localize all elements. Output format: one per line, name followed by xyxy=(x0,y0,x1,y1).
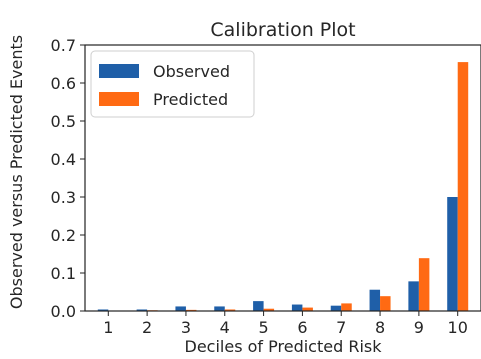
legend-swatch-predicted xyxy=(99,92,139,106)
x-tick-label: 10 xyxy=(448,318,468,337)
y-tick-label: 0.7 xyxy=(51,36,76,55)
y-tick-label: 0.1 xyxy=(51,264,76,283)
bar-observed-3 xyxy=(175,306,186,311)
bar-observed-10 xyxy=(447,197,458,311)
bar-observed-2 xyxy=(136,309,148,311)
x-tick-label: 1 xyxy=(103,318,113,337)
bar-predicted-10 xyxy=(457,62,469,311)
y-tick-label: 0.5 xyxy=(51,112,76,131)
bar-observed-4 xyxy=(214,306,225,311)
bar-predicted-7 xyxy=(341,303,352,311)
legend: Observed Predicted xyxy=(90,50,255,118)
bar-observed-8 xyxy=(369,289,381,311)
bar-predicted-6 xyxy=(302,307,313,311)
bar-observed-5 xyxy=(253,301,264,311)
x-axis-title: Deciles of Predicted Risk xyxy=(185,337,383,356)
x-tick-label: 8 xyxy=(375,318,385,337)
x-tick-label: 7 xyxy=(336,318,346,337)
x-tick-label: 9 xyxy=(414,318,424,337)
y-tick-label: 0.2 xyxy=(51,226,76,245)
bar-observed-6 xyxy=(291,304,303,311)
x-tick-label: 6 xyxy=(297,318,307,337)
bar-predicted-4 xyxy=(224,309,236,311)
bar-observed-9 xyxy=(408,281,419,311)
y-tick-label: 0.0 xyxy=(51,302,76,321)
x-tick-label: 3 xyxy=(181,318,191,337)
plot-frame xyxy=(84,44,481,312)
x-tick-label: 4 xyxy=(220,318,230,337)
legend-label-predicted: Predicted xyxy=(153,90,228,109)
y-tick-label: 0.4 xyxy=(51,150,76,169)
chart-title: Calibration Plot xyxy=(210,19,355,41)
y-tick-label: 0.6 xyxy=(51,74,76,93)
bar-predicted-9 xyxy=(418,258,430,311)
bar-observed-1 xyxy=(97,309,109,311)
x-tick-label: 5 xyxy=(258,318,268,337)
x-tick-label: 2 xyxy=(142,318,152,337)
y-axis-ticks: 0.0 0.1 0.2 0.3 0.4 0.5 0.6 0.7 xyxy=(51,36,85,321)
bar-observed-7 xyxy=(330,305,342,311)
legend-swatch-observed xyxy=(99,64,139,78)
y-axis-title: Observed versus Predicted Events xyxy=(7,35,26,309)
bar-predicted-8 xyxy=(380,296,391,311)
legend-label-observed: Observed xyxy=(153,62,230,81)
y-tick-label: 0.3 xyxy=(51,188,76,207)
x-axis-ticks: 1 2 3 4 5 6 7 8 9 10 xyxy=(103,311,468,337)
bars-group xyxy=(97,62,469,311)
bar-predicted-5 xyxy=(263,308,275,311)
